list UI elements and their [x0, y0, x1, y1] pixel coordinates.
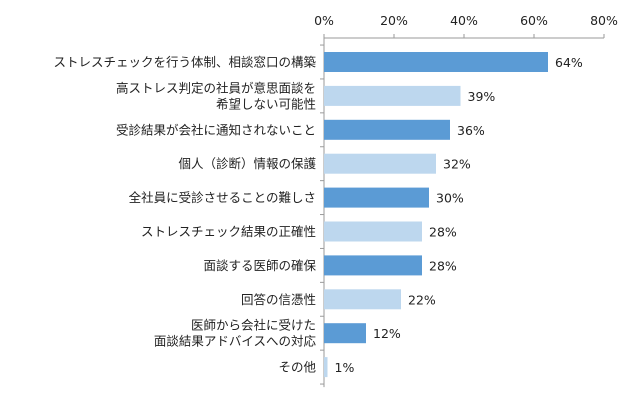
category-label: 面談結果アドバイスへの対応 [154, 334, 317, 349]
bar [324, 187, 429, 208]
category-label: 回答の信憑性 [241, 292, 316, 307]
category-label: 医師から会社に受けた [191, 318, 316, 333]
bar [324, 221, 422, 242]
x-tick-label: 0% [314, 13, 334, 28]
bar [324, 85, 461, 106]
x-tick-label: 60% [520, 13, 548, 28]
bar [324, 119, 450, 140]
x-tick-label: 20% [380, 13, 408, 28]
value-label: 30% [436, 191, 464, 206]
value-label: 22% [408, 292, 436, 307]
category-label: ストレスチェックを行う体制、相談窓口の構築 [53, 55, 316, 70]
category-label: ストレスチェック結果の正確性 [141, 224, 316, 239]
category-label: 全社員に受診させることの難しさ [129, 190, 316, 205]
category-label: 個人（診断）情報の保護 [178, 156, 316, 171]
bar [324, 289, 401, 310]
bar [324, 357, 328, 378]
value-label: 12% [373, 326, 401, 341]
value-label: 36% [457, 123, 485, 138]
value-label: 1% [335, 360, 355, 375]
category-label: 高ストレス判定の社員が意思面談を [116, 80, 316, 95]
bar [324, 255, 422, 276]
category-label: 面談する医師の確保 [203, 258, 316, 273]
value-label: 28% [429, 258, 457, 273]
value-label: 32% [443, 157, 471, 172]
bar [324, 52, 548, 72]
value-label: 39% [468, 89, 496, 104]
category-label: 希望しない可能性 [216, 96, 316, 111]
value-label: 64% [555, 55, 583, 70]
value-label: 28% [429, 225, 457, 240]
bar [324, 153, 436, 174]
x-tick-label: 80% [590, 13, 618, 28]
x-tick-label: 40% [450, 13, 478, 28]
category-label: その他 [278, 360, 316, 375]
bar [324, 323, 366, 344]
category-label: 受診結果が会社に通知されないこと [116, 122, 316, 137]
